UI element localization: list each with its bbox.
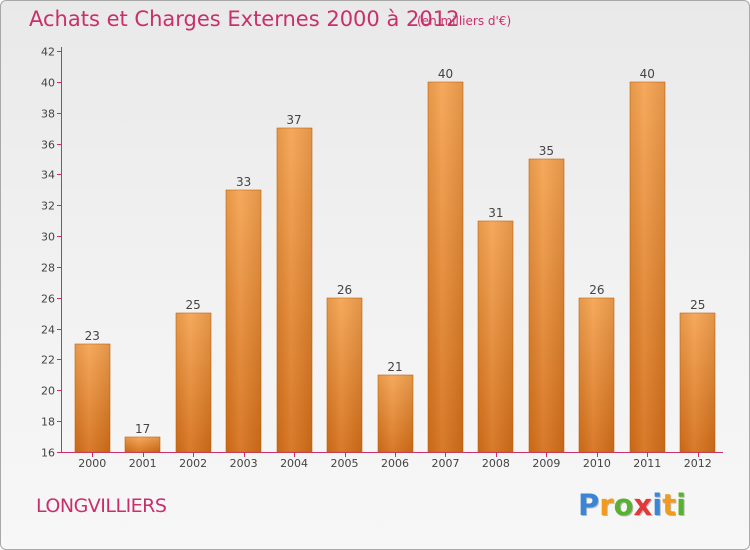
x-tick-label: 2007	[431, 457, 459, 470]
x-tick-label: 2008	[482, 457, 510, 470]
bar-shade-2003	[226, 190, 261, 452]
bar-shade-2009	[529, 159, 564, 452]
bar-value-label: 37	[286, 113, 301, 127]
bar-value-label: 31	[488, 206, 503, 220]
bar-shade-2004	[277, 128, 312, 452]
x-tick-label: 2012	[684, 457, 712, 470]
x-tick-label: 2003	[230, 457, 258, 470]
x-tick-label: 2006	[381, 457, 409, 470]
bar-shade-2011	[630, 82, 665, 452]
bar-value-label: 26	[589, 283, 604, 297]
bar-value-label: 25	[186, 298, 201, 312]
bar-value-label: 35	[539, 144, 554, 158]
y-tick-label: 34	[41, 169, 55, 182]
y-tick-label: 16	[41, 447, 55, 460]
bar-value-label: 26	[337, 283, 352, 297]
town-name: LONGVILLIERS	[36, 495, 167, 517]
x-tick-label: 2011	[633, 457, 661, 470]
y-tick-label: 22	[41, 354, 55, 367]
bar-value-label: 23	[85, 329, 100, 343]
bar-shade-2006	[378, 375, 413, 452]
y-tick-label: 32	[41, 200, 55, 213]
x-tick-label: 2009	[532, 457, 560, 470]
x-tick-label: 2002	[179, 457, 207, 470]
y-tick-label: 24	[41, 324, 55, 337]
y-tick-label: 26	[41, 293, 55, 306]
chart-subtitle: (en milliers d'€)	[417, 14, 512, 28]
bar-value-label: 40	[438, 67, 453, 81]
x-tick-label: 2005	[331, 457, 359, 470]
y-tick-label: 28	[41, 262, 55, 275]
bar-shade-2012	[680, 313, 715, 452]
proxiti-logo: Proxiti	[578, 488, 687, 522]
y-tick-label: 30	[41, 231, 55, 244]
bar-shade-2008	[478, 221, 513, 452]
bar-value-label: 33	[236, 175, 251, 189]
x-tick-label: 2000	[78, 457, 106, 470]
x-tick-label: 2010	[583, 457, 611, 470]
bar-value-label: 25	[690, 298, 705, 312]
y-tick-label: 38	[41, 108, 55, 121]
bar-value-label: 17	[135, 422, 150, 436]
y-tick-label: 40	[41, 77, 55, 90]
bar-shade-2005	[327, 298, 362, 452]
x-tick-label: 2004	[280, 457, 308, 470]
bar-shade-2010	[579, 298, 614, 452]
bar-value-label: 40	[640, 67, 655, 81]
bar-shade-2007	[428, 82, 463, 452]
bar-shade-2000	[75, 344, 110, 452]
y-tick-label: 42	[41, 46, 55, 59]
y-tick-label: 18	[41, 416, 55, 429]
bar-shade-2002	[176, 313, 211, 452]
chart-title: Achats et Charges Externes 2000 à 2012	[29, 7, 460, 31]
x-tick-label: 2001	[129, 457, 157, 470]
y-tick-label: 20	[41, 385, 55, 398]
bar-value-label: 21	[387, 360, 402, 374]
y-tick-label: 36	[41, 139, 55, 152]
bar-shade-2001	[125, 437, 160, 452]
